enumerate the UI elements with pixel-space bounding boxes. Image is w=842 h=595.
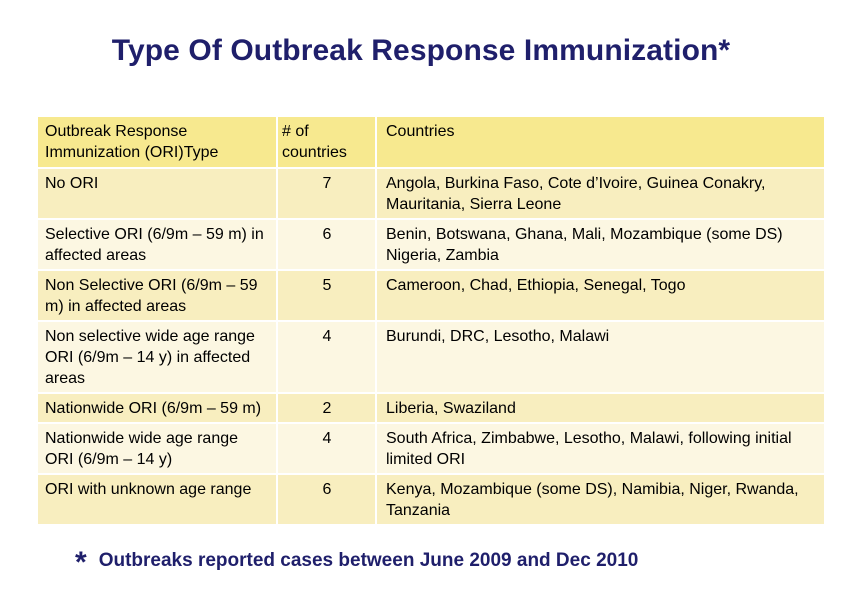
ori-type-cell: Nationwide wide age range ORI (6/9m – 14…: [38, 423, 277, 475]
country-count-cell: 6: [276, 219, 376, 271]
table-row: Non selective wide age range ORI (6/9m –…: [38, 321, 824, 394]
countries-cell: Liberia, Swaziland: [375, 393, 824, 424]
ori-type-cell: Selective ORI (6/9m – 59 m) in affected …: [38, 219, 277, 271]
footnote: * Outbreaks reported cases between June 2…: [75, 546, 638, 580]
country-count-cell: 5: [276, 270, 376, 322]
ori-type-cell: Non selective wide age range ORI (6/9m –…: [38, 321, 277, 394]
table-row: Nationwide ORI (6/9m – 59 m) 2 Liberia, …: [38, 393, 824, 424]
countries-cell: Benin, Botswana, Ghana, Mali, Mozambique…: [375, 219, 824, 271]
table-row: Nationwide wide age range ORI (6/9m – 14…: [38, 423, 824, 475]
table-header-row: Outbreak Response Immunization (ORI)Type…: [38, 117, 824, 169]
ori-type-cell: No ORI: [38, 168, 277, 220]
ori-type-cell: ORI with unknown age range: [38, 474, 277, 526]
footnote-text: Outbreaks reported cases between June 20…: [98, 550, 639, 571]
countries-cell: Angola, Burkina Faso, Cote d’Ivoire, Gui…: [375, 168, 824, 220]
table-row: ORI with unknown age range 6 Kenya, Moza…: [38, 474, 824, 526]
footnote-marker: *: [75, 546, 87, 579]
table-row: No ORI 7 Angola, Burkina Faso, Cote d’Iv…: [38, 168, 824, 220]
header-countries: Countries: [375, 117, 824, 169]
header-country-count: # of countries: [276, 117, 376, 169]
ori-type-cell: Non Selective ORI (6/9m – 59 m) in affec…: [38, 270, 277, 322]
header-ori-type: Outbreak Response Immunization (ORI)Type: [38, 117, 277, 169]
country-count-cell: 7: [276, 168, 376, 220]
slide-title: Type Of Outbreak Response Immunization*: [111, 34, 731, 67]
table-row: Selective ORI (6/9m – 59 m) in affected …: [38, 219, 824, 271]
table-row: Non Selective ORI (6/9m – 59 m) in affec…: [38, 270, 824, 322]
country-count-cell: 2: [276, 393, 376, 424]
country-count-cell: 4: [276, 423, 376, 475]
countries-cell: South Africa, Zimbabwe, Lesotho, Malawi,…: [375, 423, 824, 475]
country-count-cell: 4: [276, 321, 376, 394]
country-count-cell: 6: [276, 474, 376, 526]
ori-type-table: Outbreak Response Immunization (ORI)Type…: [38, 117, 824, 526]
countries-cell: Burundi, DRC, Lesotho, Malawi: [375, 321, 824, 394]
countries-cell: Cameroon, Chad, Ethiopia, Senegal, Togo: [375, 270, 824, 322]
ori-type-cell: Nationwide ORI (6/9m – 59 m): [38, 393, 277, 424]
countries-cell: Kenya, Mozambique (some DS), Namibia, Ni…: [375, 474, 824, 526]
